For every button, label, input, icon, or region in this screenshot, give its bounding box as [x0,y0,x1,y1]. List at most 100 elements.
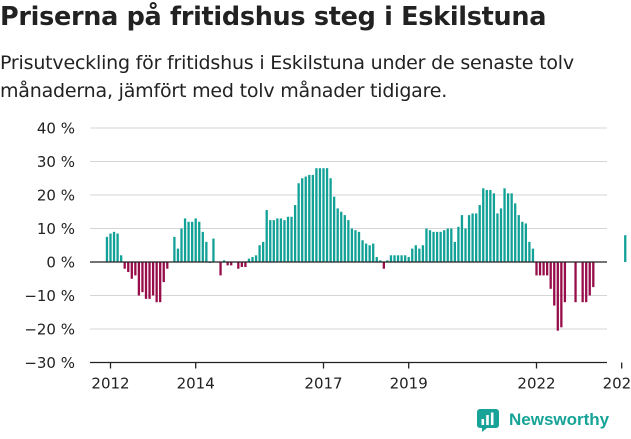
bar [460,215,464,262]
bar [396,255,400,262]
bar [510,193,513,262]
bar [155,262,158,303]
bar [375,256,378,262]
y-tick-label: −20 % [24,321,75,339]
bar [311,174,314,262]
bar [343,215,346,262]
bar [382,262,385,269]
y-tick-label: 10 % [37,220,75,238]
bar [265,210,268,262]
bar [308,174,311,262]
bar [446,228,449,262]
bar [574,262,577,303]
bar [141,262,144,293]
bar [435,231,439,262]
x-tick-label: 2019 [390,375,428,393]
bar [166,262,169,269]
bar [478,205,481,262]
bar [201,231,204,262]
bar [222,260,226,262]
bar [205,241,208,262]
bar [191,221,194,262]
bar [531,248,535,262]
newsworthy-icon [477,409,499,432]
bar [379,260,382,262]
bar [301,178,304,262]
bar [109,233,112,262]
bar [251,256,254,262]
bar [585,262,588,303]
bar [428,230,432,262]
bar [464,228,467,262]
bar [624,235,627,262]
bar [439,231,442,262]
bar [563,262,567,303]
bar [297,183,300,262]
bar [492,193,496,262]
bar [404,255,407,262]
bar [581,262,584,303]
bar [528,241,531,262]
bar [347,220,350,263]
x-tick-label: 2014 [177,375,215,393]
bar [333,196,336,262]
bar [414,245,417,262]
newsworthy-logo: Newsworthy [476,408,609,432]
bar [151,262,155,296]
bar [418,248,421,262]
bar [318,168,322,262]
bar [354,230,357,262]
bar [475,213,478,262]
bar [538,262,542,276]
bar [116,233,119,262]
bar [421,245,425,262]
bar [219,262,222,276]
bar [336,208,339,262]
page-subtitle: Prisutveckling för fritidshus i Eskilstu… [0,52,574,102]
bar [276,218,279,262]
y-axis-labels: −30 % −20 % −10 % 0 % 10 % 20 % 30 % 40 % [24,120,75,373]
bar [112,231,116,262]
bar [290,216,293,262]
brand-name: Newsworthy [509,410,610,429]
bar [240,262,243,268]
bar [389,255,393,262]
bar [105,236,109,263]
bar [393,255,396,262]
bar [524,223,527,262]
bar [322,168,325,262]
bar [127,262,130,273]
bar [546,262,549,276]
bars [105,168,627,331]
bar [120,255,123,262]
bar [372,243,375,262]
bar [506,193,510,262]
bar [588,262,591,296]
bar [503,188,506,262]
bar [411,248,414,262]
x-tick-label: 2012 [91,375,129,393]
bar [496,213,499,262]
bar [244,262,247,268]
bar [329,178,332,262]
bar [364,243,368,262]
bar [556,262,559,331]
bar [237,262,240,269]
bar [485,189,488,262]
bar [400,255,403,262]
bar [592,262,595,288]
bar [357,231,361,262]
y-tick-label: −30 % [24,354,75,372]
bar [226,262,229,266]
bar [194,218,197,262]
bar [407,256,410,262]
bar [173,236,176,263]
bar [517,215,520,262]
bar [183,218,187,262]
bar [489,189,492,262]
bar [549,262,552,289]
y-tick-label: 0 % [46,254,75,272]
x-tick-label: 2024 [603,375,631,393]
bar [180,228,183,262]
